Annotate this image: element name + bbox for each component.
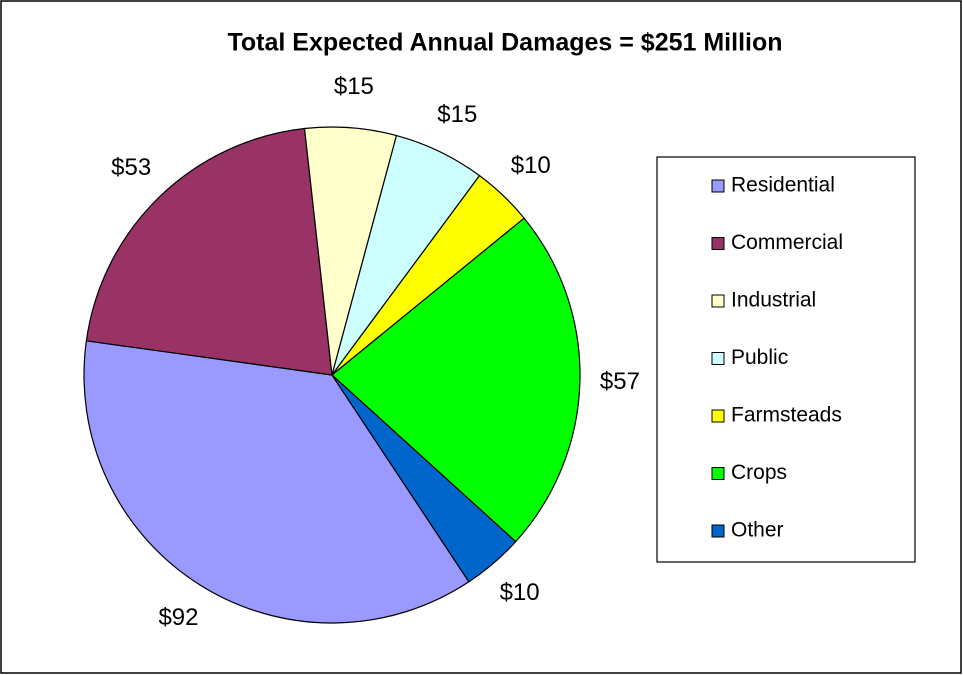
legend-swatch [711,524,725,538]
pie-slice [83,340,470,624]
legend-swatch [711,467,725,480]
pie-slice [331,374,517,583]
legend-label: Industrial [731,289,816,312]
legend-swatch [711,179,725,193]
legend-label: Crops [731,461,787,484]
data-label: $10 [511,152,551,179]
data-label: $92 [158,604,198,631]
legend-label: Commercial [731,231,843,254]
legend-swatch [711,294,725,308]
chart-title: Total Expected Annual Damages = $251 Mil… [227,29,782,57]
data-label: $57 [600,368,640,395]
data-label: $10 [500,579,540,606]
data-label: $15 [334,73,374,100]
pie-slice [331,217,581,543]
legend-label: Other [731,519,784,542]
pie-slice [85,127,333,376]
legend-label: Public [731,346,788,369]
legend-box [656,156,916,563]
legend-label: Residential [731,174,835,197]
legend-label: Farmsteads [731,404,842,427]
data-label: $53 [111,154,151,181]
data-label: $15 [437,101,477,128]
legend-swatch [711,409,725,423]
legend-swatch [711,237,725,250]
legend-swatch [711,352,725,365]
